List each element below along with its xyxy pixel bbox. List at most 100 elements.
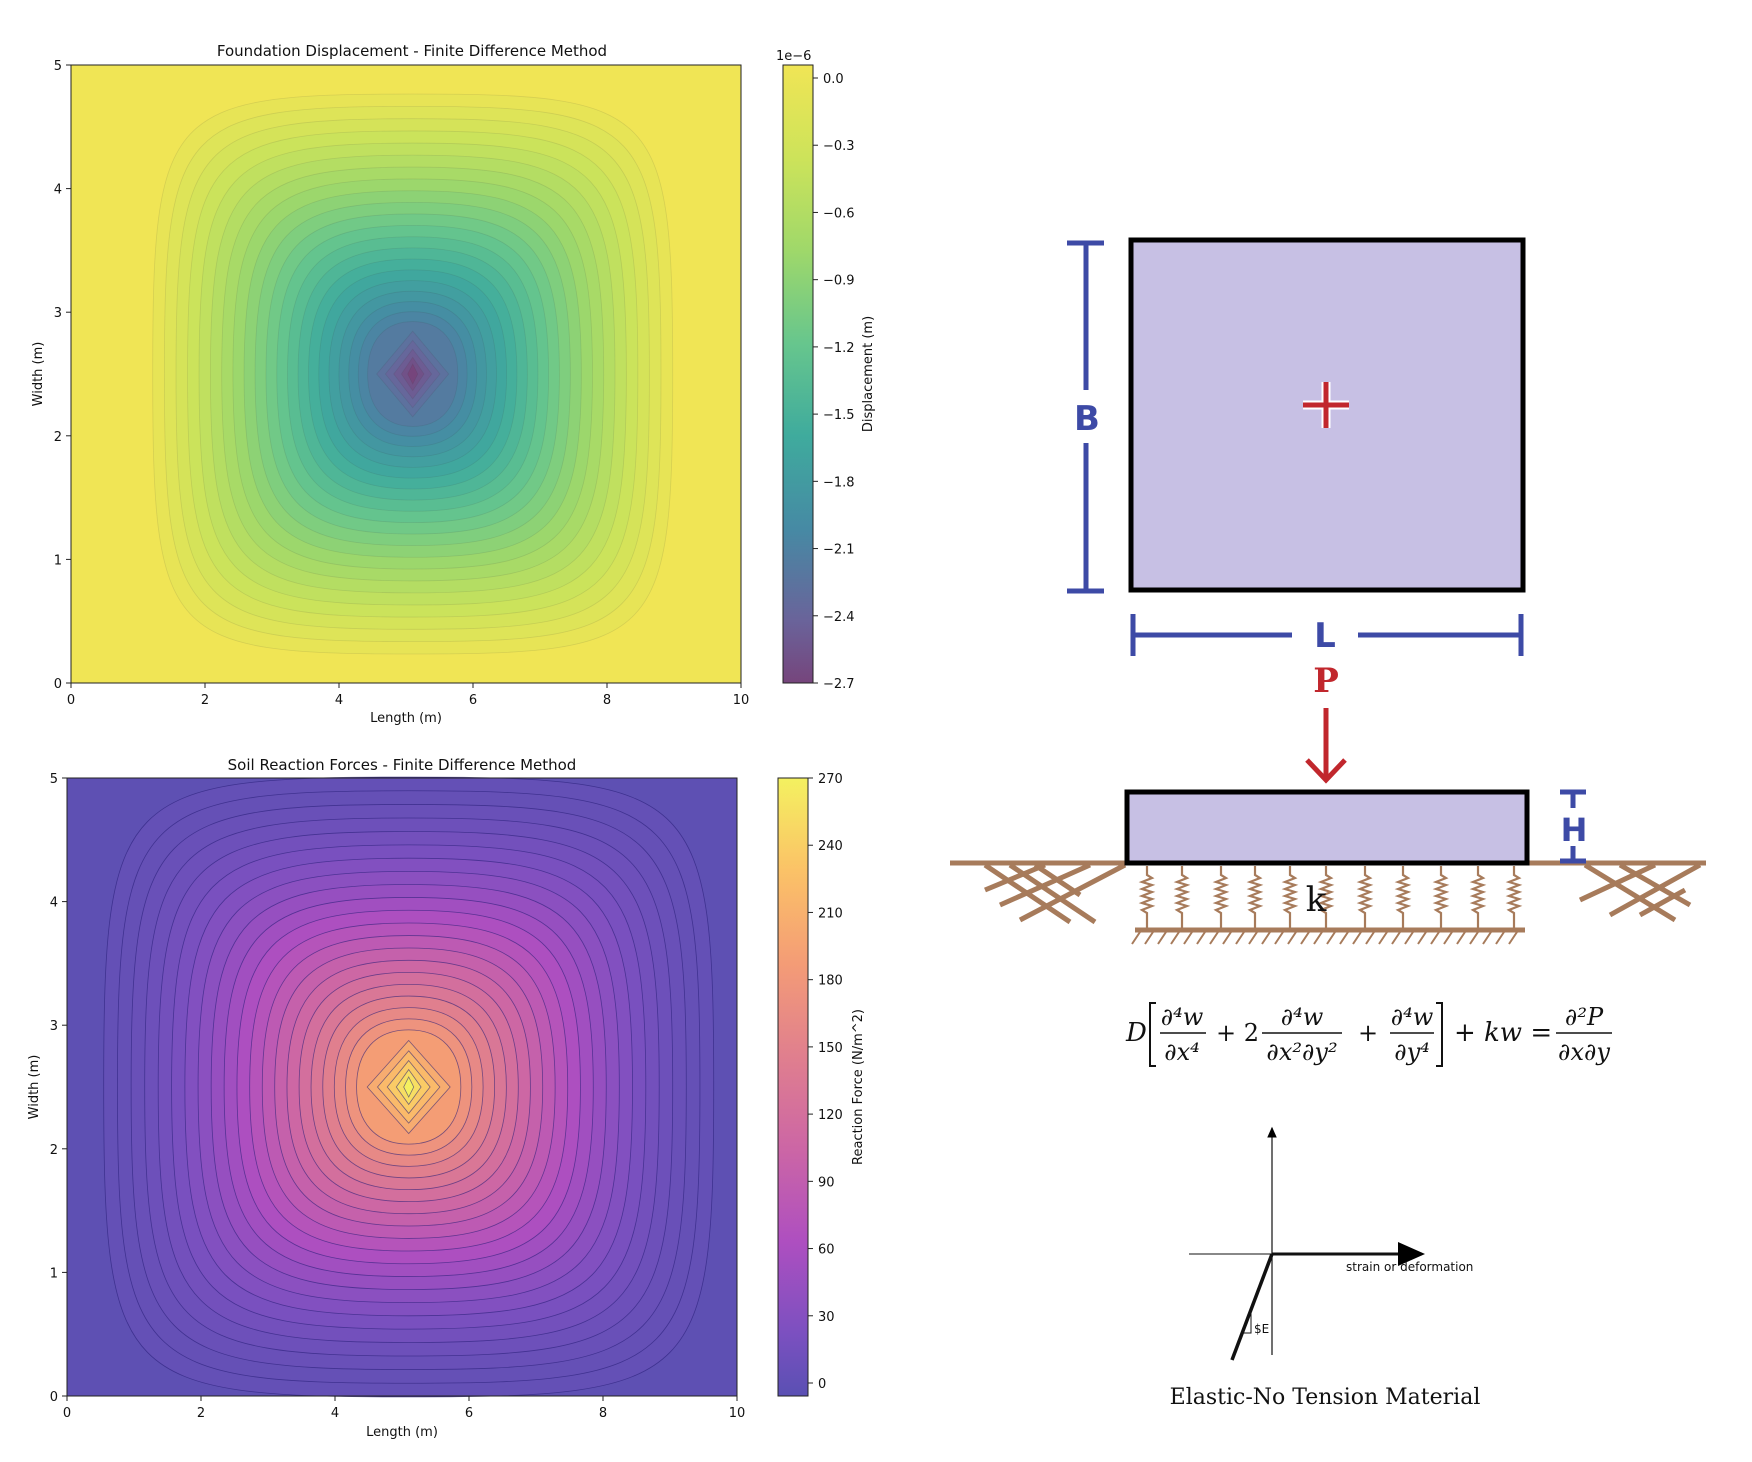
spring-icon xyxy=(1212,866,1230,930)
hatch-mark xyxy=(1430,931,1440,945)
hatch-mark xyxy=(1274,931,1284,945)
hatch-mark xyxy=(1417,931,1427,945)
x-tick-label: 8 xyxy=(603,693,611,708)
hatch-mark xyxy=(1287,931,1297,945)
x-tick-label: 0 xyxy=(67,693,75,708)
eq-rhs-den: ∂x∂y xyxy=(1558,1038,1610,1066)
hatch-mark xyxy=(1144,931,1154,945)
hatch-mark xyxy=(1339,931,1349,945)
y-tick-label: 0 xyxy=(50,1390,58,1405)
hatch-mark xyxy=(1378,931,1388,945)
colorbar-tick-label: −1.8 xyxy=(823,475,855,490)
displacement-contours xyxy=(152,93,674,655)
plate-equation: D ∂⁴w ∂x⁴ + 2 ∂⁴w ∂x²∂y² + ∂⁴w ∂y⁴ + kw … xyxy=(1125,1002,1612,1067)
x-axis-label: Length (m) xyxy=(366,1425,438,1440)
bracket-left xyxy=(1149,1002,1156,1067)
eq-t2-num: ∂⁴w xyxy=(1281,1003,1324,1031)
plot-frame xyxy=(70,64,742,684)
hatch-mark xyxy=(1157,931,1167,945)
label-k: k xyxy=(1306,880,1327,920)
colorbar-tick-label: −0.3 xyxy=(823,139,855,154)
y-axis-label: Width (m) xyxy=(31,342,46,407)
eq-t1-num: ∂⁴w xyxy=(1161,1003,1204,1031)
x-tick-label: 6 xyxy=(469,693,477,708)
y-axis-label: Width (m) xyxy=(27,1055,42,1120)
x-tick-label: 8 xyxy=(599,1406,607,1421)
eq-t2-den: ∂x²∂y² xyxy=(1266,1038,1337,1066)
colorbar-ticks: 270 240 210 180 150 120 90 60 30 0 xyxy=(808,772,843,1392)
eq-t3-den: ∂y⁴ xyxy=(1394,1038,1430,1066)
y-tick-label: 5 xyxy=(54,59,62,74)
hatch-mark xyxy=(1248,931,1258,945)
y-tick-label: 4 xyxy=(54,183,62,198)
hatch-mark xyxy=(1443,931,1453,945)
hatch-mark xyxy=(1352,931,1362,945)
label-P: P xyxy=(1313,661,1339,701)
x-tick-label: 4 xyxy=(335,693,343,708)
hatch-mark xyxy=(1326,931,1336,945)
contour-band xyxy=(407,363,419,385)
strain-axis-label: strain or deformation xyxy=(1346,1260,1473,1274)
hatch-mark xyxy=(1391,931,1401,945)
slope-triangle xyxy=(1241,1309,1252,1334)
hatch-mark xyxy=(1495,931,1505,945)
colorbar-tick-label: 210 xyxy=(818,906,843,921)
contour-band xyxy=(403,1076,415,1098)
spring-icon xyxy=(1281,866,1299,930)
colorbar-label: Displacement (m) xyxy=(861,316,876,432)
axis-ticks: 0 2 4 6 8 10 0 1 2 3 4 5 xyxy=(54,59,750,708)
colorbar-tick-label: −2.4 xyxy=(823,610,855,625)
hatch-mark xyxy=(1261,931,1271,945)
reaction-contours xyxy=(103,776,715,1398)
colorbar-tick-label: 150 xyxy=(818,1041,843,1056)
colorbar-tick-label: 0 xyxy=(818,1377,826,1392)
spring-icon xyxy=(1173,866,1191,930)
foundation-slab xyxy=(1124,789,1530,866)
eq-t1-den: ∂x⁴ xyxy=(1164,1038,1200,1066)
colorbar-tick-label: −0.6 xyxy=(823,206,855,221)
elastic-branch-line xyxy=(1230,1253,1274,1361)
hatch-mark xyxy=(1183,931,1193,945)
eq-rhs-num: ∂²P xyxy=(1565,1003,1604,1031)
material-title: Elastic-No Tension Material xyxy=(1170,1385,1481,1410)
colorbar-tick-label: −1.5 xyxy=(823,408,855,423)
colorbar-ticks: 0.0 −0.3 −0.6 −0.9 −1.2 −1.5 −1.8 −2.1 −2.4 −2.7 xyxy=(813,72,855,692)
spring-icon xyxy=(1246,866,1264,930)
x-axis-label: Length (m) xyxy=(370,711,442,726)
x-tick-label: 10 xyxy=(729,1406,746,1421)
y-tick-label: 2 xyxy=(54,430,62,445)
colorbar-tick-label: 180 xyxy=(818,974,843,989)
winkler-springs xyxy=(1138,866,1523,930)
colorbar xyxy=(782,64,814,684)
spring-icon xyxy=(1432,866,1450,930)
hatch-mark xyxy=(1196,931,1206,945)
hatch-mark xyxy=(1508,931,1518,945)
length-dimension: L xyxy=(1130,614,1524,656)
bracket-right xyxy=(1436,1002,1443,1067)
stress-strain-sketch: $E strain or deformation xyxy=(1189,1126,1473,1361)
y-tick-label: 3 xyxy=(50,1019,58,1034)
colorbar-tick-label: 30 xyxy=(818,1310,835,1325)
hatch-mark xyxy=(1300,931,1310,945)
hatch-mark xyxy=(1404,931,1414,945)
soil-hatch-right xyxy=(1578,862,1702,923)
x-tick-label: 0 xyxy=(63,1406,71,1421)
colorbar-tick-label: −2.7 xyxy=(823,677,855,692)
y-tick-label: 0 xyxy=(54,677,62,692)
eq-kw: + kw = xyxy=(1454,1018,1552,1048)
colorbar-offset: 1e−6 xyxy=(776,49,811,64)
hatch-mark xyxy=(1456,931,1466,945)
y-tick-label: 4 xyxy=(50,896,58,911)
colorbar-tick-label: −2.1 xyxy=(823,543,855,558)
plot-frame xyxy=(66,777,738,1397)
y-tick-label: 2 xyxy=(50,1143,58,1158)
eq-plus2: + 2 xyxy=(1216,1019,1259,1047)
hatch-mark xyxy=(1131,931,1141,945)
label-L: L xyxy=(1314,616,1336,656)
spring-icon xyxy=(1469,866,1487,930)
chart-title: Foundation Displacement - Finite Differe… xyxy=(217,42,607,60)
y-tick-label: 1 xyxy=(54,553,62,568)
width-dimension: B xyxy=(1067,240,1104,594)
colorbar-tick-label: −0.9 xyxy=(823,274,855,289)
hatch-mark xyxy=(1235,931,1245,945)
